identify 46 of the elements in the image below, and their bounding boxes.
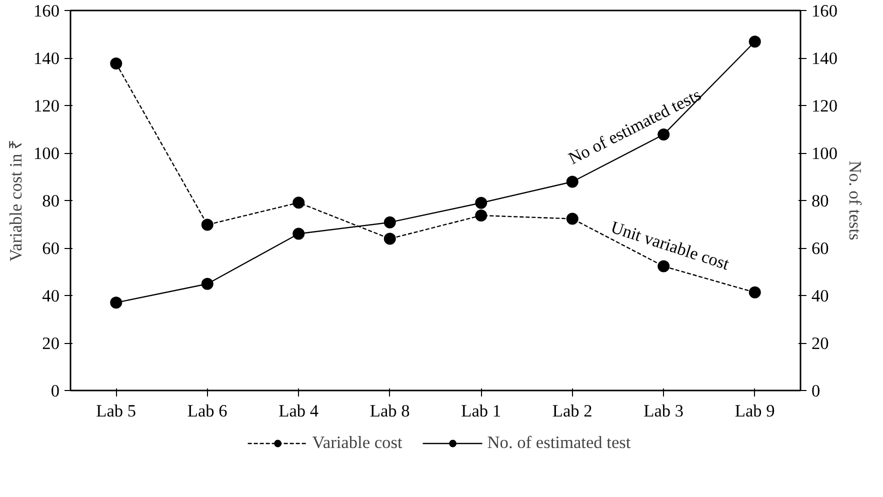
point [201,278,214,290]
y-tick-label: 80 [42,192,60,210]
point [566,212,578,225]
point [566,176,578,188]
y2-tick-label: 160 [812,2,838,20]
y-tick-label: 60 [42,239,60,258]
y-tick-label: 140 [34,49,60,68]
y-tick-label: 160 [34,2,60,20]
point [110,57,122,70]
x-tick-label: Lab 6 [187,402,228,420]
point [110,296,122,309]
y2-tick-label: 80 [812,192,829,210]
y2-tick-label: 0 [812,382,820,400]
y2-axis-title: No. of tests [845,160,864,240]
legend-label: Variable cost [312,433,402,453]
y-axis-title: Variable cost in ₹ [6,139,26,262]
y-tick-label: 100 [34,144,60,163]
point [384,216,396,228]
x-tick-label: Lab 3 [644,402,684,420]
x-tick-label: Lab 5 [96,402,136,420]
annotation: Unit variable cost [608,218,732,274]
point [292,228,305,240]
y-tick-label: 120 [34,96,60,116]
point [384,232,396,245]
y-tick-label: 40 [42,286,60,306]
point [475,196,488,209]
x-tick-label: Lab 1 [461,402,502,420]
point [475,209,488,222]
legend-label: No. of estimated test [487,433,631,453]
point [292,196,305,209]
x-tick-label: Lab 9 [734,402,775,420]
y2-tick-label: 140 [812,49,838,68]
point [748,36,761,48]
x-tick-label: Lab 4 [278,402,319,420]
point [201,218,214,231]
point [748,286,761,298]
y2-tick-label: 40 [812,286,829,306]
point [658,260,670,272]
y2-tick-label: 20 [812,334,829,353]
y-tick-label: 20 [42,334,60,353]
y2-tick-label: 100 [812,144,838,163]
y-tick-label: 0 [50,382,60,400]
x-tick-label: Lab 2 [552,402,592,420]
y2-tick-label: 60 [812,239,829,258]
x-tick-label: Lab 8 [370,402,410,420]
y2-tick-label: 120 [812,96,838,116]
